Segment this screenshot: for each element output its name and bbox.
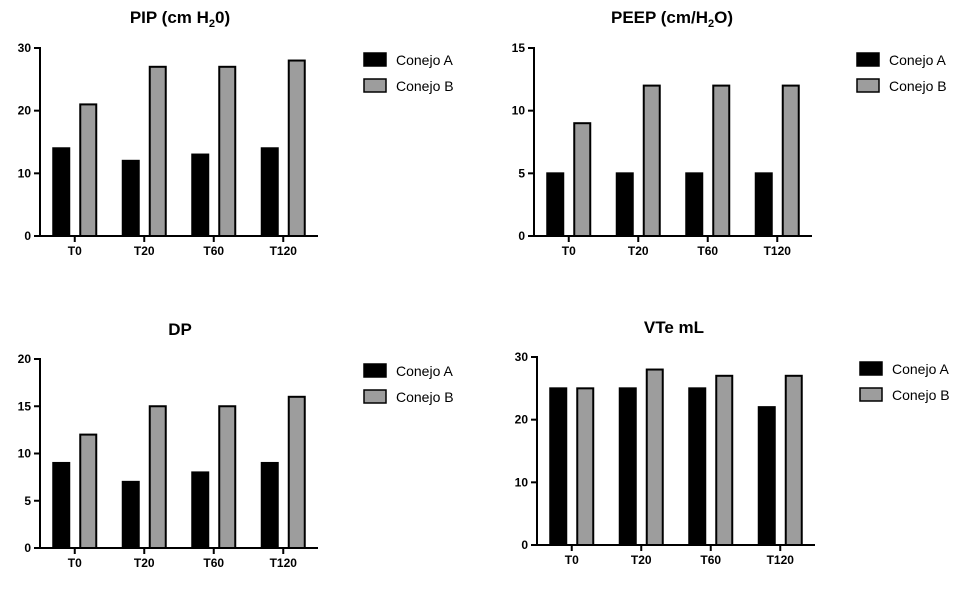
legend-swatch (363, 363, 387, 378)
x-tick-label: T120 (270, 556, 298, 570)
y-tick-label: 15 (512, 41, 526, 55)
x-tick-label: T20 (134, 556, 155, 570)
bar-conejo-b (781, 84, 800, 237)
x-tick-label: T120 (270, 244, 298, 258)
y-tick-label: 5 (24, 494, 31, 508)
bar-conejo-b (573, 122, 592, 237)
bar-conejo-b (712, 84, 731, 237)
y-tick-label: 5 (518, 166, 525, 180)
legend-swatch (363, 389, 387, 404)
y-tick-label: 10 (512, 104, 526, 118)
bar-conejo-a (546, 172, 565, 237)
y-tick-label: 0 (521, 538, 528, 552)
x-tick-label: T0 (562, 244, 576, 258)
bar-conejo-a (688, 387, 707, 547)
bar-conejo-a (260, 147, 279, 237)
chart-1: PIP (cm H20) 0 10 20 30 T0 T20 T60 T120 Conejo A C… (18, 8, 454, 258)
chart-title: PEEP (cm/H2O) (611, 8, 733, 30)
bar-conejo-b (576, 387, 595, 547)
bar-conejo-a (52, 147, 71, 237)
bar-conejo-b (784, 374, 803, 546)
bar-conejo-a (549, 387, 568, 547)
y-tick-label: 0 (518, 229, 525, 243)
y-tick-label: 0 (24, 541, 31, 555)
x-tick-label: T20 (631, 553, 652, 567)
legend-label: Conejo B (396, 389, 454, 405)
y-tick-label: 20 (18, 104, 32, 118)
bar-conejo-a (754, 172, 773, 237)
x-tick-label: T0 (68, 556, 82, 570)
x-tick-label: T20 (628, 244, 649, 258)
legend-swatch (363, 78, 387, 93)
bar-conejo-b (218, 405, 237, 549)
y-tick-label: 30 (18, 41, 32, 55)
chart-2: PEEP (cm/H2O) 0 5 10 15 T0 T20 T60 T120 Conejo A C… (512, 8, 947, 258)
legend-swatch (856, 78, 880, 93)
chart-title: PIP (cm H20) (130, 8, 230, 30)
x-tick-label: T120 (767, 553, 795, 567)
x-tick-label: T60 (203, 244, 224, 258)
x-tick-label: T120 (764, 244, 792, 258)
chart-title: VTe mL (644, 318, 704, 337)
bar-conejo-a (757, 406, 776, 546)
bar-conejo-a (191, 471, 210, 549)
x-tick-label: T60 (700, 553, 721, 567)
x-tick-label: T60 (697, 244, 718, 258)
bar-conejo-a (685, 172, 704, 237)
bar-conejo-b (287, 59, 306, 237)
bar-conejo-b (218, 65, 237, 237)
bar-conejo-b (645, 368, 664, 546)
bar-conejo-a (260, 461, 279, 550)
bar-conejo-a (121, 159, 140, 237)
legend-label: Conejo B (889, 78, 947, 94)
bar-conejo-b (79, 433, 98, 550)
bar-conejo-a (615, 172, 634, 237)
y-tick-label: 20 (515, 413, 529, 427)
x-tick-label: T20 (134, 244, 155, 258)
legend-label: Conejo A (889, 52, 946, 68)
bar-conejo-a (618, 387, 637, 547)
bar-conejo-a (191, 153, 210, 238)
bar-conejo-b (642, 84, 661, 237)
x-tick-label: T0 (565, 553, 579, 567)
y-tick-label: 10 (18, 166, 32, 180)
legend-swatch (859, 387, 883, 402)
chart-4: VTe mL 0 10 20 30 T0 T20 T60 T120 Conejo A Conejo … (515, 318, 950, 567)
legend-swatch (363, 52, 387, 67)
bar-conejo-b (715, 374, 734, 546)
legend-label: Conejo B (396, 78, 454, 94)
legend-label: Conejo A (396, 52, 453, 68)
y-tick-label: 30 (515, 350, 529, 364)
bar-conejo-a (121, 480, 140, 550)
y-tick-label: 10 (515, 475, 529, 489)
chart-title: DP (168, 320, 192, 339)
bar-conejo-b (287, 395, 306, 549)
legend-label: Conejo B (892, 387, 950, 403)
y-tick-label: 10 (18, 447, 32, 461)
bar-conejo-b (79, 103, 98, 238)
bar-conejo-b (148, 405, 167, 549)
legend-label: Conejo A (892, 361, 949, 377)
bar-conejo-a (52, 461, 71, 550)
y-tick-label: 15 (18, 399, 32, 413)
y-tick-label: 0 (24, 229, 31, 243)
legend-label: Conejo A (396, 363, 453, 379)
chart-3: DP 0 5 10 15 20 T0 T20 T60 T120 Conejo A Conejo B (18, 320, 454, 570)
y-tick-label: 20 (18, 352, 32, 366)
x-tick-label: T60 (203, 556, 224, 570)
legend-swatch (856, 52, 880, 67)
bar-conejo-b (148, 65, 167, 237)
legend-swatch (859, 361, 883, 376)
x-tick-label: T0 (68, 244, 82, 258)
